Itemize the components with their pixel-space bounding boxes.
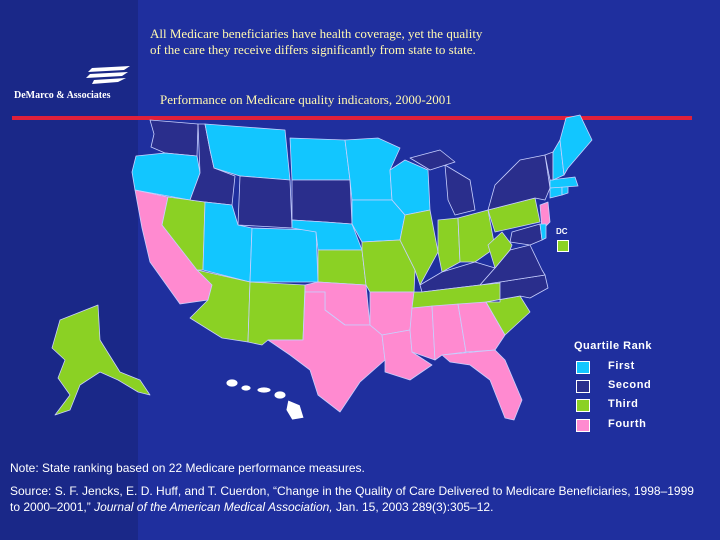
source-journal: Journal of the American Medical Associat… xyxy=(94,500,333,514)
state-west-virginia xyxy=(487,231,513,269)
state-maryland xyxy=(509,223,543,246)
divider-line xyxy=(12,116,692,120)
source-citation: Source: S. F. Jencks, E. D. Huff, and T.… xyxy=(10,483,700,515)
headline-line-1: All Medicare beneficiaries have health c… xyxy=(150,26,483,41)
state-mississippi xyxy=(409,305,436,361)
source-suffix: Jan. 15, 2003 289(3):305–12. xyxy=(332,500,494,514)
legend-title: Quartile Rank xyxy=(574,340,653,352)
legend-item-second: Second xyxy=(576,379,686,395)
note-text: Note: State ranking based on 22 Medicare… xyxy=(10,461,365,475)
state-georgia xyxy=(457,301,506,353)
legend-label-fourth: Fourth xyxy=(608,418,647,430)
state-michigan-up xyxy=(409,149,456,171)
state-new-jersey xyxy=(539,201,551,231)
legend-label-third: Third xyxy=(608,398,639,410)
state-new-york xyxy=(487,154,551,211)
state-north-carolina xyxy=(485,274,549,303)
state-hawaii-molokai xyxy=(256,386,272,394)
dc-label: DC xyxy=(556,227,568,236)
state-hawaii-big-island xyxy=(285,399,305,421)
legend-label-first: First xyxy=(608,360,635,372)
legend-item-first: First xyxy=(576,360,686,376)
legend-label-second: Second xyxy=(608,379,652,391)
state-colorado xyxy=(249,227,319,283)
map-subtitle: Performance on Medicare quality indicato… xyxy=(160,92,452,107)
company-logo: DeMarco & Associates xyxy=(14,64,134,108)
state-new-mexico xyxy=(247,281,306,346)
state-arkansas xyxy=(369,291,415,336)
state-alaska xyxy=(51,304,151,416)
legend-swatch-fourth xyxy=(576,419,590,432)
state-maine xyxy=(559,114,593,176)
logo-mark-icon xyxy=(86,66,130,84)
state-hawaii-kauai xyxy=(225,378,239,388)
legend-item-third: Third xyxy=(576,398,686,414)
state-washington xyxy=(149,119,199,157)
state-texas xyxy=(267,291,386,413)
dc-swatch xyxy=(557,240,569,252)
state-delaware xyxy=(539,223,547,241)
state-north-dakota xyxy=(289,137,351,181)
legend-swatch-second xyxy=(576,380,590,393)
source-prefix: Source: S. F. Jencks, E. D. Huff, and T.… xyxy=(10,484,694,514)
legend-item-fourth: Fourth xyxy=(576,418,686,434)
state-wyoming xyxy=(237,175,293,229)
state-south-dakota xyxy=(291,179,353,225)
state-kansas xyxy=(317,249,367,286)
legend-swatch-first xyxy=(576,361,590,374)
state-ohio xyxy=(457,209,496,263)
logo-text: DeMarco & Associates xyxy=(14,90,111,101)
state-massachusetts xyxy=(549,176,579,189)
legend-swatch-third xyxy=(576,399,590,412)
state-michigan xyxy=(444,164,476,216)
headline: All Medicare beneficiaries have health c… xyxy=(150,26,690,58)
state-hawaii-maui xyxy=(273,390,287,400)
state-hawaii-oahu xyxy=(240,384,252,392)
left-panel xyxy=(0,0,138,540)
headline-line-2: of the care they receive differs signifi… xyxy=(150,42,476,57)
state-indiana xyxy=(437,217,461,273)
state-florida xyxy=(441,349,523,421)
